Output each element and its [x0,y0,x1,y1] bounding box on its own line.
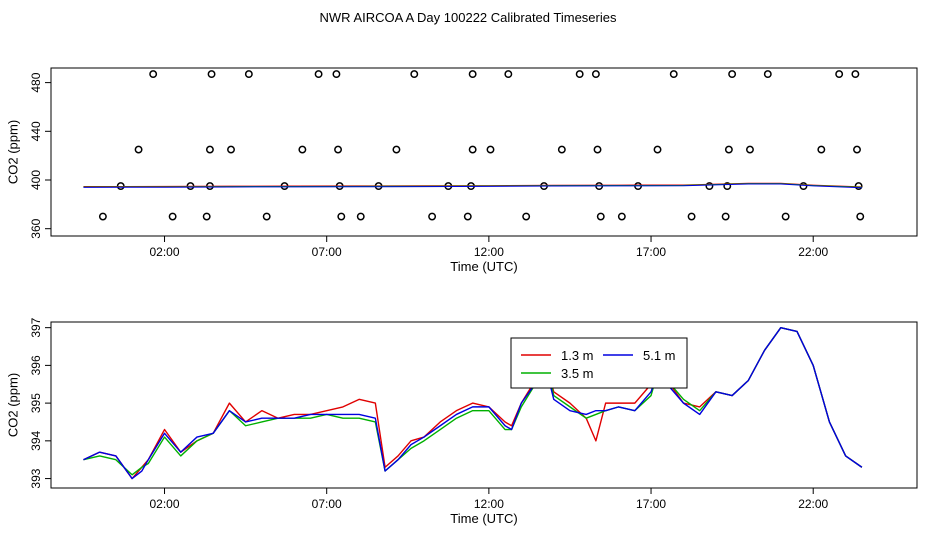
data-point [591,70,600,79]
y-tick-label: 397 [29,317,43,337]
x-tick-label: 02:00 [150,245,180,259]
data-point [134,145,143,154]
data-point [705,182,714,191]
data-point [687,212,696,221]
data-point [244,70,253,79]
x-tick-label: 07:00 [312,245,342,259]
legend-label: 1.3 m [561,348,594,363]
data-point [149,70,158,79]
data-point [98,212,107,221]
data-point [781,212,790,221]
data-point [314,70,323,79]
y-tick-label: 396 [29,355,43,375]
data-point [669,70,678,79]
data-point [721,212,730,221]
data-point [575,70,584,79]
data-point [723,182,732,191]
data-point [356,212,365,221]
data-point [853,145,861,154]
line-series [83,326,863,480]
data-point [653,145,662,154]
series-line [83,326,863,480]
y-axis-label: CO2 (ppm) [5,373,20,437]
legend: 1.3 m 5.1 m 3.5 m [510,337,688,389]
data-point [205,145,214,154]
x-tick-label: 22:00 [798,497,828,511]
data-point [763,70,772,79]
series-line [83,326,863,480]
y-tick-label: 393 [29,468,43,488]
y-axis: 393 394 395 396 397 [29,317,51,489]
figure-title: NWR AIRCOA A Day 100222 Calibrated Times… [320,10,617,25]
panel-top: 02:00 07:00 12:00 17:00 22:00 360 400 440 480 T… [5,67,918,274]
data-point [463,212,472,221]
data-point [835,70,844,79]
data-point [298,145,307,154]
data-point [468,70,477,79]
series-line [83,326,863,476]
data-point [202,212,211,221]
data-point [593,145,602,154]
y-axis-label: CO2 (ppm) [5,120,20,184]
x-tick-label: 22:00 [798,245,828,259]
data-point [522,212,531,221]
baseline-lines [83,182,862,189]
y-tick-label: 395 [29,393,43,413]
data-point [332,70,341,79]
x-tick-label: 17:00 [636,245,666,259]
x-axis: 02:00 07:00 12:00 17:00 22:00 [150,488,829,511]
y-tick-label: 400 [29,170,43,190]
data-point [168,212,177,221]
plot-frame [50,67,918,237]
x-axis-label: Time (UTC) [450,259,517,274]
data-point [724,145,733,154]
x-tick-label: 12:00 [474,245,504,259]
panel-bottom: 02:00 07:00 12:00 17:00 22:00 39339439539639… [5,317,918,526]
x-axis: 02:00 07:00 12:00 17:00 22:00 [150,236,829,259]
data-point [227,145,235,154]
data-point [557,145,566,154]
data-point [617,212,626,221]
y-tick-label: 480 [29,72,43,92]
data-point [851,70,860,79]
data-point [392,145,401,154]
y-axis: 360 400 440 480 [29,72,51,239]
x-tick-label: 02:00 [150,497,180,511]
data-point [334,145,342,154]
y-tick-label: 360 [29,218,43,238]
data-point [262,212,271,221]
data-point [596,212,605,221]
legend-label: 3.5 m [561,366,594,381]
x-tick-label: 07:00 [312,497,342,511]
data-point [817,145,826,154]
data-point [428,212,437,221]
data-point [728,70,737,79]
data-point [504,70,513,79]
x-tick-label: 17:00 [636,497,666,511]
x-axis-label: Time (UTC) [450,511,517,526]
y-tick-label: 440 [29,121,43,141]
baseline-line [83,183,862,189]
data-point [799,182,808,191]
data-point [410,70,419,79]
data-point [337,212,346,221]
y-tick-label: 394 [29,431,43,451]
legend-label: 5.1 m [643,348,676,363]
data-point [746,145,754,154]
data-point [468,145,477,154]
legend-box [510,337,688,389]
data-point [207,70,216,79]
data-point [854,182,863,191]
plot-frame [50,321,918,489]
data-point [486,145,495,154]
data-point [856,212,865,221]
x-tick-label: 12:00 [474,497,504,511]
scatter-points [98,70,865,221]
